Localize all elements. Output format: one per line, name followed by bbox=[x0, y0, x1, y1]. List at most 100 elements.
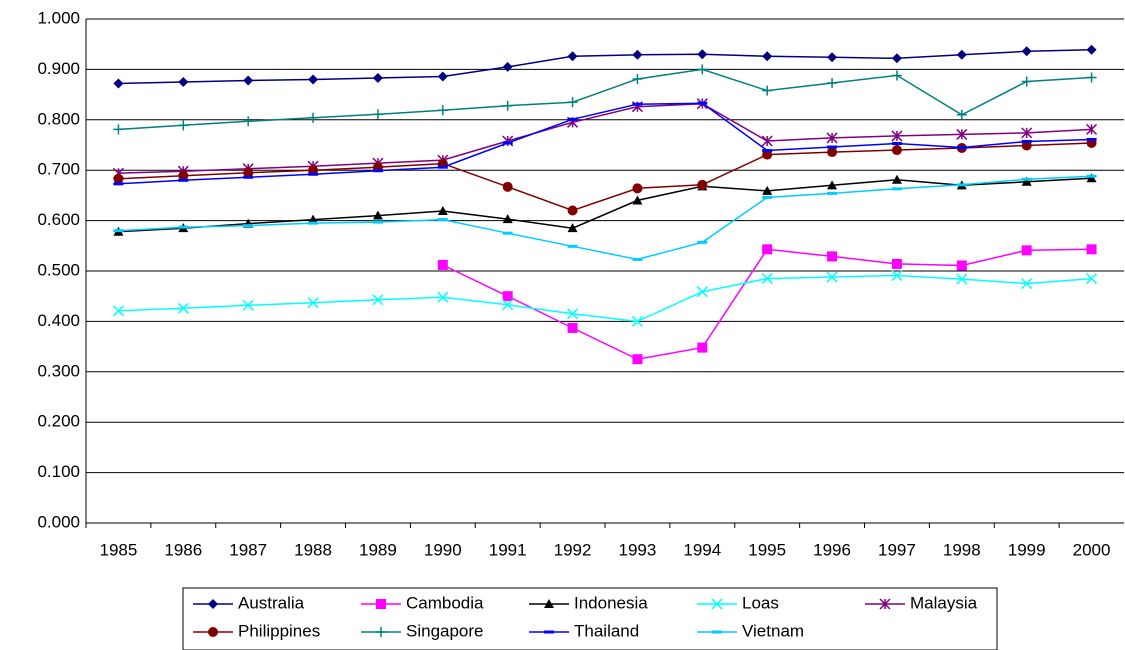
legend-label: Thailand bbox=[574, 621, 639, 640]
x-tick-label: 1990 bbox=[424, 540, 462, 559]
marker bbox=[502, 299, 514, 311]
marker bbox=[1086, 273, 1098, 285]
marker bbox=[827, 147, 838, 158]
marker bbox=[567, 97, 578, 108]
marker bbox=[243, 75, 254, 86]
y-tick-label: 0.500 bbox=[37, 260, 80, 279]
legend-label: Australia bbox=[238, 593, 305, 612]
marker bbox=[879, 598, 891, 610]
marker bbox=[178, 77, 189, 87]
marker bbox=[437, 105, 448, 116]
legend-label: Malaysia bbox=[910, 593, 978, 612]
marker bbox=[891, 270, 903, 282]
legend-box bbox=[182, 587, 998, 650]
marker bbox=[1021, 76, 1032, 87]
x-tick-label: 1986 bbox=[164, 540, 202, 559]
marker bbox=[956, 128, 968, 140]
marker bbox=[1021, 140, 1032, 151]
x-tick-label: 1988 bbox=[294, 540, 332, 559]
x-tick-label: 2000 bbox=[1073, 540, 1111, 559]
marker bbox=[956, 49, 967, 60]
marker bbox=[696, 286, 708, 298]
marker bbox=[567, 308, 579, 320]
marker bbox=[632, 195, 643, 205]
marker bbox=[697, 64, 708, 75]
marker bbox=[113, 173, 124, 184]
legend-label: Singapore bbox=[406, 621, 484, 640]
marker bbox=[891, 130, 903, 142]
marker bbox=[243, 167, 254, 178]
marker bbox=[1021, 245, 1032, 256]
marker bbox=[762, 185, 773, 195]
marker bbox=[1086, 123, 1098, 135]
legend-label: Cambodia bbox=[406, 593, 484, 612]
x-tick-label: 1993 bbox=[619, 540, 657, 559]
marker bbox=[437, 71, 448, 82]
x-tick-label: 1992 bbox=[554, 540, 592, 559]
marker bbox=[178, 170, 189, 181]
marker bbox=[567, 205, 578, 216]
x-tick-label: 1989 bbox=[359, 540, 397, 559]
y-tick-label: 0.900 bbox=[37, 59, 80, 78]
marker bbox=[891, 258, 902, 269]
marker bbox=[827, 78, 838, 89]
marker bbox=[891, 145, 902, 156]
marker bbox=[711, 598, 723, 610]
marker bbox=[437, 291, 449, 303]
x-tick-label: 1995 bbox=[748, 540, 786, 559]
series-line bbox=[118, 142, 1092, 212]
marker bbox=[827, 251, 838, 262]
series-line bbox=[118, 102, 1092, 185]
marker bbox=[544, 599, 554, 608]
marker bbox=[1086, 244, 1097, 255]
marker bbox=[567, 51, 578, 62]
marker bbox=[376, 599, 386, 609]
marker bbox=[437, 206, 448, 216]
marker bbox=[502, 181, 513, 192]
y-tick-label: 0.600 bbox=[37, 210, 80, 229]
marker bbox=[502, 291, 513, 302]
marker bbox=[632, 354, 643, 365]
marker bbox=[826, 132, 838, 144]
marker bbox=[697, 179, 708, 190]
marker bbox=[308, 165, 319, 176]
marker bbox=[372, 109, 383, 120]
marker bbox=[1086, 72, 1097, 83]
y-tick-label: 0.700 bbox=[37, 160, 80, 179]
x-tick-label: 1985 bbox=[100, 540, 138, 559]
series-line bbox=[118, 274, 1092, 323]
marker bbox=[762, 244, 773, 255]
x-tick-label: 1998 bbox=[943, 540, 981, 559]
marker bbox=[891, 174, 902, 184]
marker bbox=[1021, 176, 1032, 186]
y-tick-label: 0.800 bbox=[37, 109, 80, 128]
marker bbox=[502, 100, 513, 111]
y-tick-label: 1.000 bbox=[37, 8, 80, 27]
x-tick-label: 1999 bbox=[1008, 540, 1046, 559]
series-line bbox=[118, 48, 1092, 85]
marker bbox=[697, 342, 708, 353]
marker bbox=[372, 210, 383, 220]
marker bbox=[956, 273, 968, 285]
marker bbox=[307, 297, 319, 309]
series-line bbox=[118, 177, 1092, 233]
marker bbox=[956, 109, 967, 120]
marker bbox=[762, 85, 773, 96]
marker bbox=[762, 51, 773, 62]
marker bbox=[113, 124, 124, 135]
marker bbox=[208, 627, 218, 637]
marker bbox=[308, 112, 319, 123]
marker bbox=[208, 599, 218, 609]
marker bbox=[891, 70, 902, 81]
marker bbox=[826, 271, 838, 283]
series-line bbox=[118, 102, 1092, 174]
y-tick-label: 0.200 bbox=[37, 412, 80, 431]
series-line bbox=[118, 68, 1092, 131]
legend-label: Vietnam bbox=[742, 621, 804, 640]
marker bbox=[112, 305, 124, 317]
series-line bbox=[118, 175, 1092, 261]
marker bbox=[956, 260, 967, 271]
marker bbox=[697, 49, 708, 60]
legend-label: Loas bbox=[742, 593, 779, 612]
marker bbox=[372, 72, 383, 83]
